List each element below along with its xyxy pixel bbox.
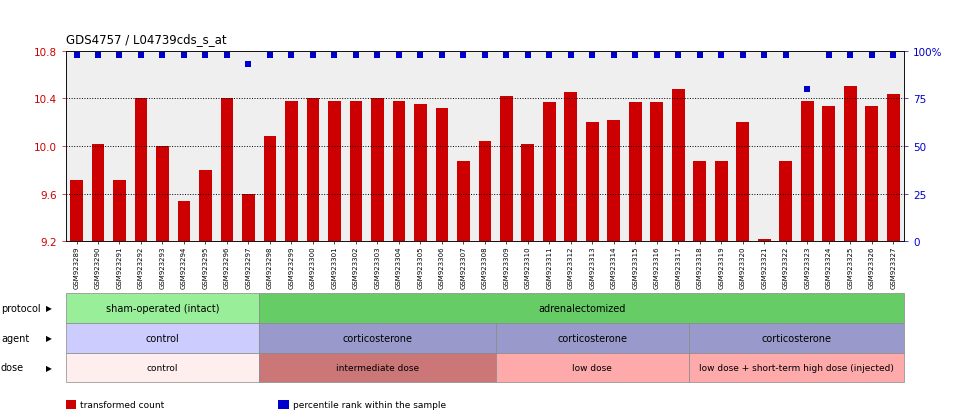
Bar [113, 181, 126, 242]
Point [69, 52, 84, 59]
Point [542, 52, 557, 59]
Text: low dose + short-term high dose (injected): low dose + short-term high dose (injecte… [699, 363, 894, 372]
Bar [801, 102, 814, 242]
Point [348, 52, 364, 59]
Bar [178, 201, 190, 242]
Point [563, 52, 578, 59]
Point [778, 52, 794, 59]
Bar [865, 106, 878, 242]
Text: corticosterone: corticosterone [762, 333, 832, 343]
Point [434, 52, 450, 59]
Bar [693, 162, 706, 242]
Point [735, 52, 750, 59]
Bar [414, 105, 426, 242]
Bar [715, 162, 728, 242]
Point [306, 52, 321, 59]
Point [176, 52, 191, 59]
Bar [543, 103, 556, 242]
Text: low dose: low dose [572, 363, 612, 372]
Text: control: control [146, 333, 179, 343]
Bar [672, 90, 685, 242]
Bar [500, 97, 513, 242]
Point [692, 52, 708, 59]
Point [90, 52, 105, 59]
Text: protocol: protocol [1, 303, 41, 313]
Bar [844, 87, 857, 242]
Point [864, 52, 880, 59]
Bar [220, 99, 233, 242]
Text: percentile rank within the sample: percentile rank within the sample [293, 400, 446, 409]
Bar [70, 181, 83, 242]
Bar [629, 103, 642, 242]
Bar [371, 99, 384, 242]
Bar [349, 102, 363, 242]
Bar [307, 99, 319, 242]
Bar [435, 109, 449, 242]
Point [369, 52, 385, 59]
Point [241, 62, 256, 68]
Text: ▶: ▶ [46, 304, 52, 313]
Point [478, 52, 493, 59]
Point [155, 52, 170, 59]
Text: intermediate dose: intermediate dose [336, 363, 419, 372]
Point [714, 52, 729, 59]
Bar [779, 162, 792, 242]
Bar [199, 170, 212, 242]
Bar [521, 144, 535, 242]
Point [133, 52, 149, 59]
Point [392, 52, 407, 59]
Text: GDS4757 / L04739cds_s_at: GDS4757 / L04739cds_s_at [66, 33, 226, 45]
Bar [285, 102, 298, 242]
Point [112, 52, 128, 59]
Bar [823, 106, 835, 242]
Text: adrenalectomized: adrenalectomized [538, 303, 626, 313]
Bar [134, 99, 147, 242]
Bar [887, 95, 900, 242]
Bar [586, 123, 599, 242]
Bar [156, 147, 169, 242]
Text: corticosterone: corticosterone [557, 333, 628, 343]
Point [520, 52, 536, 59]
Bar [242, 194, 255, 242]
Bar [737, 123, 749, 242]
Point [585, 52, 601, 59]
Bar [479, 142, 491, 242]
Text: sham-operated (intact): sham-operated (intact) [105, 303, 220, 313]
Point [283, 52, 299, 59]
Text: agent: agent [1, 333, 29, 343]
Point [413, 52, 428, 59]
Point [606, 52, 622, 59]
Point [327, 52, 342, 59]
Point [499, 52, 514, 59]
Bar [758, 239, 771, 242]
Bar [393, 102, 405, 242]
Point [198, 52, 214, 59]
Text: ▶: ▶ [46, 333, 52, 342]
Point [886, 52, 901, 59]
Text: ▶: ▶ [46, 363, 52, 372]
Point [220, 52, 235, 59]
Point [455, 52, 471, 59]
Point [757, 52, 773, 59]
Point [800, 86, 815, 93]
Bar [457, 162, 470, 242]
Point [671, 52, 687, 59]
Bar [264, 137, 277, 242]
Text: control: control [147, 363, 178, 372]
Text: dose: dose [1, 363, 24, 373]
Bar [565, 93, 577, 242]
Point [262, 52, 278, 59]
Text: transformed count: transformed count [80, 400, 164, 409]
Bar [328, 102, 341, 242]
Point [842, 52, 858, 59]
Bar [607, 121, 621, 242]
Bar [92, 144, 104, 242]
Point [628, 52, 643, 59]
Text: corticosterone: corticosterone [342, 333, 413, 343]
Point [821, 52, 836, 59]
Bar [651, 103, 663, 242]
Point [649, 52, 664, 59]
